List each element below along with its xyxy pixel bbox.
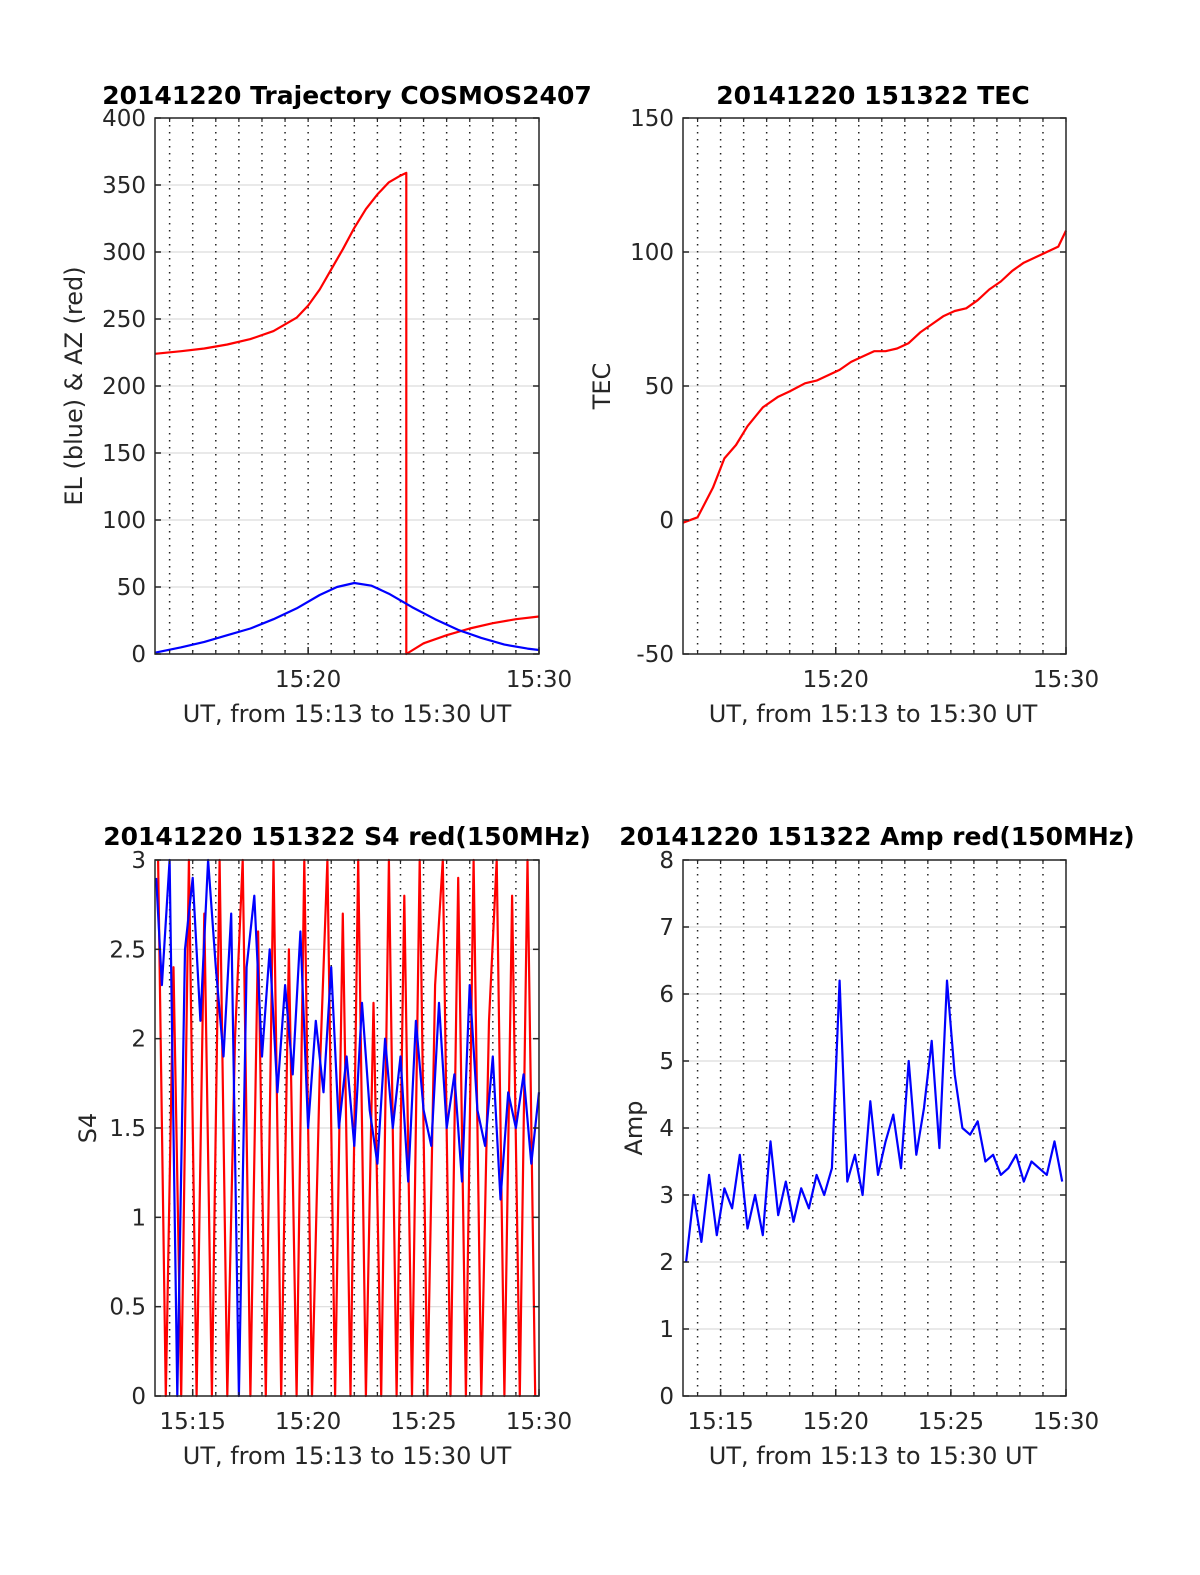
y-tick-label: 250 [102,307,146,333]
y-tick-label: 2 [131,1027,146,1053]
y-tick-label: 200 [102,374,146,400]
y-tick-label: 1 [659,1317,674,1343]
x-tick-label: 15:30 [506,667,572,693]
x-axis-label: UT, from 15:13 to 15:30 UT [183,1442,512,1470]
x-tick-label: 15:30 [1033,1409,1099,1435]
y-tick-label: 100 [630,240,674,266]
x-tick-label: 15:20 [275,667,341,693]
chart-trajectory: 20141220 Trajectory COSMOS2407 UT, from … [60,81,592,728]
y-tick-label: 150 [102,441,146,467]
x-tick-label: 15:25 [918,1409,984,1435]
chart-tec: 20141220 151322 TEC UT, from 15:13 to 15… [588,81,1099,728]
series-line-red [682,230,1067,524]
y-tick-label: 7 [659,915,674,941]
plot-area [682,117,1067,655]
y-tick-label: 4 [659,1116,674,1142]
x-tick-label: 15:20 [275,1409,341,1435]
plot-area [682,859,1067,1397]
y-tick-label: 0 [131,1384,146,1410]
y-tick-label: 2 [659,1250,674,1276]
series-line-red [157,858,537,1398]
chart-amp: 20141220 151322 Amp red(150MHz) UT, from… [619,822,1135,1470]
y-tick-label: 0 [131,642,146,668]
series-line-blue [154,581,540,654]
x-axis-label: UT, from 15:13 to 15:30 UT [183,700,512,728]
y-tick-label: 0 [659,508,674,534]
y-tick-label: 150 [630,106,674,132]
series-line-blue [685,979,1064,1263]
x-tick-label: 15:30 [1033,667,1099,693]
chart-title: 20141220 151322 TEC [716,81,1029,110]
y-axis-label: TEC [588,363,616,411]
plot-area [154,117,540,656]
x-tick-label: 15:15 [160,1409,226,1435]
y-tick-label: 300 [102,240,146,266]
y-tick-label: -50 [636,642,674,668]
y-tick-label: 3 [131,848,146,874]
series-line-red [154,171,540,656]
chart-title: 20141220 Trajectory COSMOS2407 [102,81,592,110]
y-tick-label: 100 [102,508,146,534]
chart-title: 20141220 151322 S4 red(150MHz) [103,822,591,851]
series-line-blue [155,858,541,1398]
y-tick-label: 1.5 [109,1116,146,1142]
y-tick-label: 6 [659,982,674,1008]
x-tick-label: 15:20 [803,1409,869,1435]
y-tick-label: 350 [102,173,146,199]
y-tick-label: 50 [117,575,146,601]
y-tick-label: 0 [659,1384,674,1410]
y-tick-label: 0.5 [109,1295,146,1321]
y-tick-label: 5 [659,1049,674,1075]
y-axis-label: Amp [620,1100,648,1155]
y-tick-label: 8 [659,848,674,874]
x-tick-label: 15:20 [803,667,869,693]
y-tick-label: 1 [131,1205,146,1231]
chart-title: 20141220 151322 Amp red(150MHz) [619,822,1135,851]
x-tick-label: 15:25 [390,1409,456,1435]
y-axis-label: S4 [74,1113,102,1144]
y-tick-label: 2.5 [109,937,146,963]
x-tick-label: 15:30 [506,1409,572,1435]
x-axis-label: UT, from 15:13 to 15:30 UT [709,700,1038,728]
y-tick-label: 3 [659,1183,674,1209]
y-tick-label: 50 [645,374,674,400]
y-tick-label: 400 [102,106,146,132]
chart-s4: 20141220 151322 S4 red(150MHz) UT, from … [74,822,591,1470]
y-axis-label: EL (blue) & AZ (red) [60,266,88,505]
plot-area [154,858,541,1398]
x-axis-label: UT, from 15:13 to 15:30 UT [709,1442,1038,1470]
x-tick-label: 15:15 [687,1409,753,1435]
